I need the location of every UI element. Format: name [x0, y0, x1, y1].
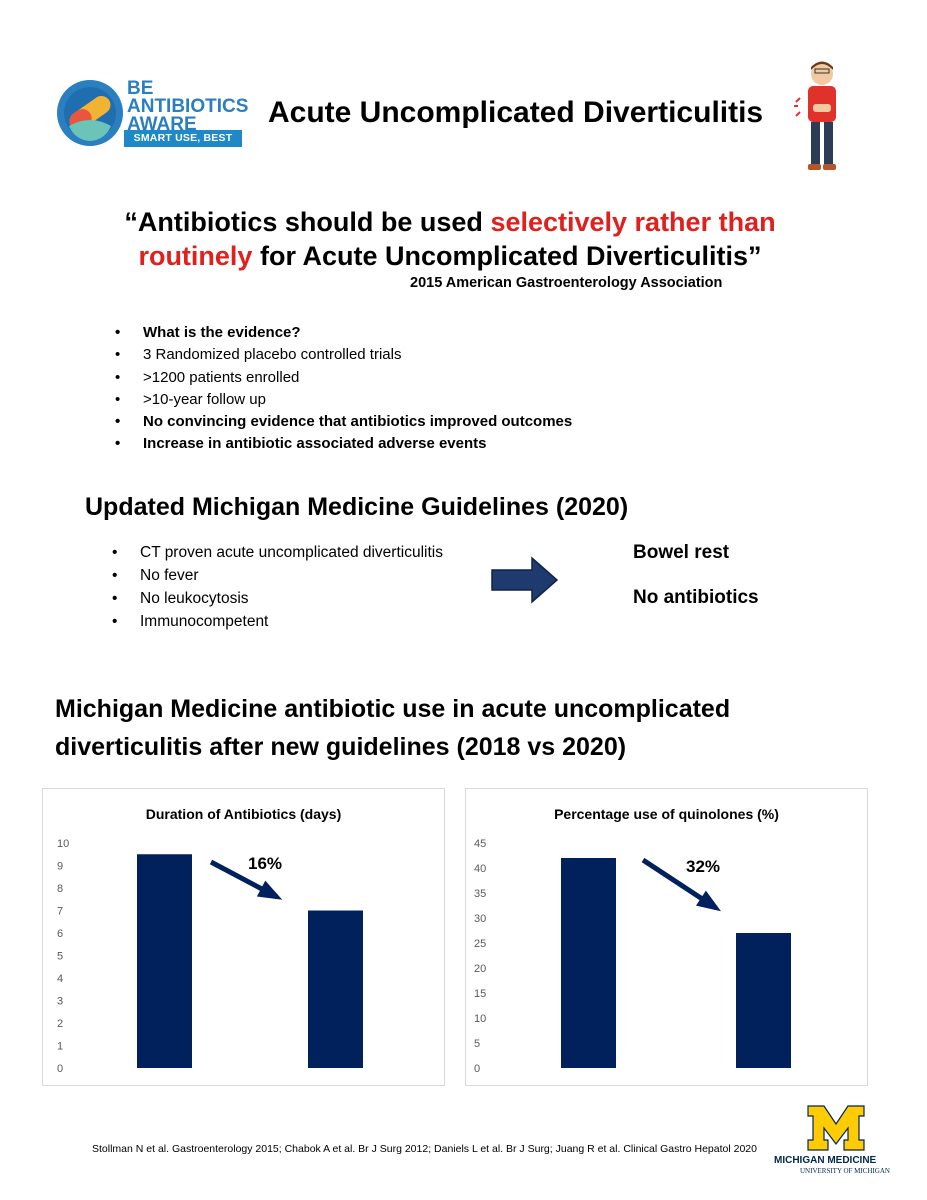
y-tick-label: 10 [57, 838, 69, 850]
outcome-bowel-rest: Bowel rest [633, 542, 730, 563]
page-title: Acute Uncomplicated Diverticulitis [268, 96, 764, 129]
list-item: CT proven acute uncomplicated diverticul… [112, 541, 443, 564]
chart-title: Percentage use of quinolones (%) [554, 806, 779, 822]
y-tick-label: 0 [474, 1063, 480, 1075]
patient-stomach-pain-icon [794, 61, 836, 170]
guidelines-heading: Updated Michigan Medicine Guidelines (20… [85, 493, 629, 521]
michigan-medicine-name: MICHIGAN MEDICINE [774, 1155, 877, 1166]
change-label: 16% [248, 854, 282, 873]
list-item: 3 Randomized placebo controlled trials [115, 344, 572, 367]
logo-tagline: SMART USE, BEST CARE [124, 130, 242, 161]
y-tick-label: 45 [474, 838, 486, 850]
y-tick-label: 5 [474, 1038, 480, 1050]
arrow-right-icon [491, 556, 559, 604]
y-tick-label: 9 [57, 861, 63, 873]
chart-title: Duration of Antibiotics (days) [145, 806, 342, 822]
guideline-quote: “Antibiotics should be used selectively … [100, 205, 800, 273]
quinolones-chart-plot: 0 5 10 15 20 25 30 35 40 45 32% [474, 838, 791, 1075]
bar [308, 910, 363, 1068]
list-item: No fever [112, 564, 443, 587]
quinolones-chart: Percentage use of quinolones (%) 0 5 10 15 2… [465, 788, 868, 1086]
logo-line-1: BE [127, 78, 154, 99]
quote-highlight: selectively rather than routinely [138, 207, 776, 271]
list-item: >10-year follow up [115, 389, 572, 412]
quote-close: for Acute Uncomplicated Diverticulitis” [252, 241, 762, 271]
y-tick-label: 10 [474, 1013, 486, 1025]
bar [736, 933, 791, 1068]
y-tick-label: 7 [57, 906, 63, 918]
decrease-arrow-head [256, 880, 283, 900]
list-item: >1200 patients enrolled [115, 367, 572, 390]
citation: Stollman N et al. Gastroenterology 2015;… [92, 1143, 757, 1155]
decrease-arrow-head [696, 890, 722, 912]
pill-logo-icon [57, 80, 123, 146]
quote-open: “Antibiotics should be used [124, 207, 491, 237]
list-item: Immunocompetent [112, 610, 443, 633]
outcome-no-antibiotics: No antibiotics [633, 587, 759, 608]
block-m-logo-icon [807, 1105, 865, 1151]
duration-chart-plot: 0 1 2 3 4 5 6 7 8 9 10 16% [57, 838, 363, 1075]
y-tick-label: 0 [57, 1063, 63, 1075]
list-item: No leukocytosis [112, 587, 443, 610]
bar [561, 858, 616, 1068]
list-item: No convincing evidence that antibiotics … [115, 411, 572, 434]
y-tick-label: 1 [57, 1041, 63, 1053]
y-tick-label: 40 [474, 863, 486, 875]
criteria-list: CT proven acute uncomplicated diverticul… [112, 541, 443, 633]
list-item: What is the evidence? [115, 322, 572, 345]
y-tick-label: 20 [474, 963, 486, 975]
bar [137, 854, 192, 1068]
y-tick-label: 2 [57, 1018, 63, 1030]
evidence-list: What is the evidence? 3 Randomized place… [115, 322, 572, 456]
be-antibiotics-aware-logo: BE ANTIBIOTICS AWARE [55, 78, 249, 148]
y-tick-label: 30 [474, 913, 486, 925]
y-tick-label: 35 [474, 888, 486, 900]
university-name: UNIVERSITY OF MICHIGAN [800, 1167, 890, 1175]
y-tick-label: 3 [57, 996, 63, 1008]
quote-source: 2015 American Gastroenterology Associati… [410, 275, 723, 291]
logo-line-3: AWARE [127, 114, 197, 135]
logo-line-2: ANTIBIOTICS [127, 96, 249, 117]
y-tick-label: 25 [474, 938, 486, 950]
duration-chart: Duration of Antibiotics (days) 0 1 2 3 4 5 6 7 8… [42, 788, 445, 1086]
usage-heading: Michigan Medicine antibiotic use in acut… [55, 695, 731, 761]
list-item: Increase in antibiotic associated advers… [115, 433, 572, 456]
y-tick-label: 4 [57, 973, 63, 985]
y-tick-label: 8 [57, 883, 63, 895]
y-tick-label: 15 [474, 988, 486, 1000]
change-label: 32% [686, 857, 720, 876]
y-tick-label: 5 [57, 951, 63, 963]
y-tick-label: 6 [57, 928, 63, 940]
